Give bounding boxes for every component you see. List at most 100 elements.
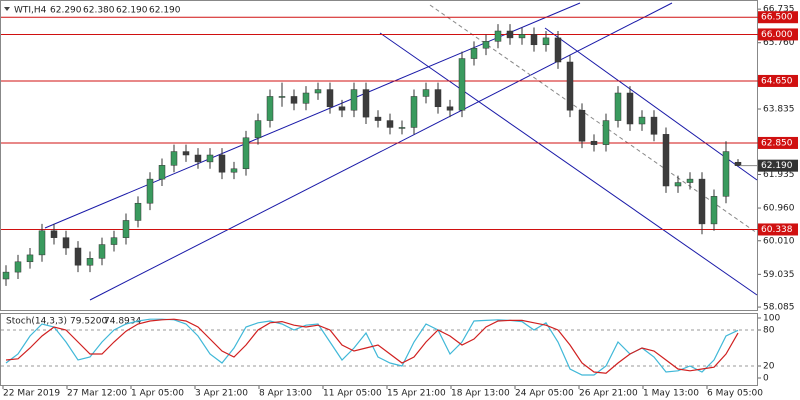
candle-body — [2, 271, 10, 280]
candle-body — [98, 244, 106, 259]
trend-lines — [44, 2, 758, 301]
x-tick-label: 22 Mar 2019 — [3, 389, 60, 399]
candle-body — [542, 37, 550, 46]
level-label: 64.650 — [761, 76, 793, 86]
candle-body — [626, 92, 634, 125]
candle-body — [662, 134, 670, 187]
x-tick-label: 11 Apr 05:00 — [323, 389, 382, 399]
stoch-line — [5, 318, 739, 374]
candle-body — [554, 37, 562, 63]
header-value: 62.380 — [83, 6, 115, 16]
candle-body — [698, 178, 706, 225]
y-tick-label: 100 — [763, 314, 780, 324]
x-tick-label: 18 Apr 13:00 — [451, 389, 510, 399]
candle-body — [206, 154, 214, 163]
level-tag — [758, 136, 798, 149]
candle-body — [146, 178, 154, 204]
x-tick-label: 15 Apr 21:00 — [387, 389, 446, 399]
candle-body — [374, 116, 382, 121]
header-value: 62.190 — [149, 6, 181, 16]
candle-body — [710, 196, 718, 225]
candle-body — [314, 89, 322, 94]
x-tick-label: 1 May 13:00 — [643, 389, 699, 399]
y-tick-label: 63.835 — [763, 105, 795, 115]
candle-body — [734, 161, 742, 166]
level-label: 66.500 — [761, 13, 793, 23]
candle-body — [182, 151, 190, 156]
x-tick-label: 24 Apr 05:00 — [515, 389, 574, 399]
symbol: WTI,H4 — [14, 6, 47, 16]
candle-body — [506, 30, 514, 39]
candle-body — [242, 137, 250, 170]
candle-body — [674, 182, 682, 187]
x-tick-label: 1 Apr 05:00 — [131, 389, 184, 399]
stoch-frame — [0, 313, 758, 386]
level-label: 62.850 — [761, 138, 793, 148]
candle-body — [194, 154, 202, 163]
candle-body — [230, 168, 238, 173]
candle-body — [350, 89, 358, 111]
header-value: 62.190 — [116, 6, 148, 16]
candle-body — [254, 120, 262, 139]
menu-icon[interactable] — [4, 7, 10, 11]
candle-body — [470, 47, 478, 59]
candle-body — [458, 58, 466, 111]
level-tag — [758, 74, 798, 87]
candle-body — [362, 89, 370, 118]
header-value: 62.290 — [50, 6, 82, 16]
candle-body — [530, 34, 538, 46]
candle-body — [38, 230, 46, 256]
candle-body — [50, 230, 58, 238]
candle-body — [650, 116, 658, 135]
candle-body — [386, 120, 394, 128]
candle-body — [266, 96, 274, 121]
candle-body — [302, 92, 310, 104]
y-tick-label: 61.935 — [763, 170, 795, 180]
candle-body — [722, 151, 730, 197]
candle-body — [14, 261, 22, 273]
y-tick-label: 60.010 — [763, 236, 795, 246]
candle-body — [62, 237, 70, 249]
current-price-tag — [758, 159, 798, 172]
candle-body — [290, 96, 298, 104]
main-frame — [0, 0, 758, 311]
candle-body — [134, 202, 142, 221]
level-tag — [758, 28, 798, 41]
candle-body — [446, 106, 454, 111]
stoch-value: 79.5200 — [70, 317, 107, 327]
candle-body — [518, 34, 526, 39]
candle-body — [422, 89, 430, 97]
channel-upper — [44, 2, 581, 229]
candle-body — [398, 127, 406, 129]
stoch-label: Stoch(14,3,3) — [6, 317, 67, 327]
y-tick-label: 66.735 — [763, 5, 795, 15]
candle-body — [278, 96, 286, 98]
x-tick-label: 8 Apr 13:00 — [259, 389, 312, 399]
candle-body — [110, 237, 118, 245]
y-tick-label: 65.760 — [763, 38, 795, 48]
candle-body — [74, 247, 82, 266]
candle-body — [326, 89, 334, 108]
candle-body — [338, 106, 346, 111]
candle-body — [590, 140, 598, 145]
x-tick-label: 6 May 05:00 — [707, 389, 763, 399]
x-tick-label: 27 Mar 12:00 — [67, 389, 127, 399]
y-tick-label: 80 — [763, 326, 775, 336]
candle-body — [158, 165, 166, 180]
candle-body — [602, 120, 610, 145]
x-tick-label: 3 Apr 21:00 — [195, 389, 248, 399]
y-tick-label: 59.035 — [763, 270, 795, 280]
candle-body — [218, 154, 226, 173]
candle-body — [86, 258, 94, 266]
stoch-line — [5, 318, 739, 376]
descending-line — [544, 27, 758, 181]
descending-line — [379, 32, 758, 296]
y-tick-label: 0 — [763, 374, 769, 384]
stoch-value: 74.8934 — [104, 317, 141, 327]
y-tick-label: 20 — [763, 362, 775, 372]
mid-line — [429, 4, 758, 234]
candle-body — [578, 109, 586, 142]
candle-body — [434, 89, 442, 108]
candle-body — [614, 92, 622, 121]
